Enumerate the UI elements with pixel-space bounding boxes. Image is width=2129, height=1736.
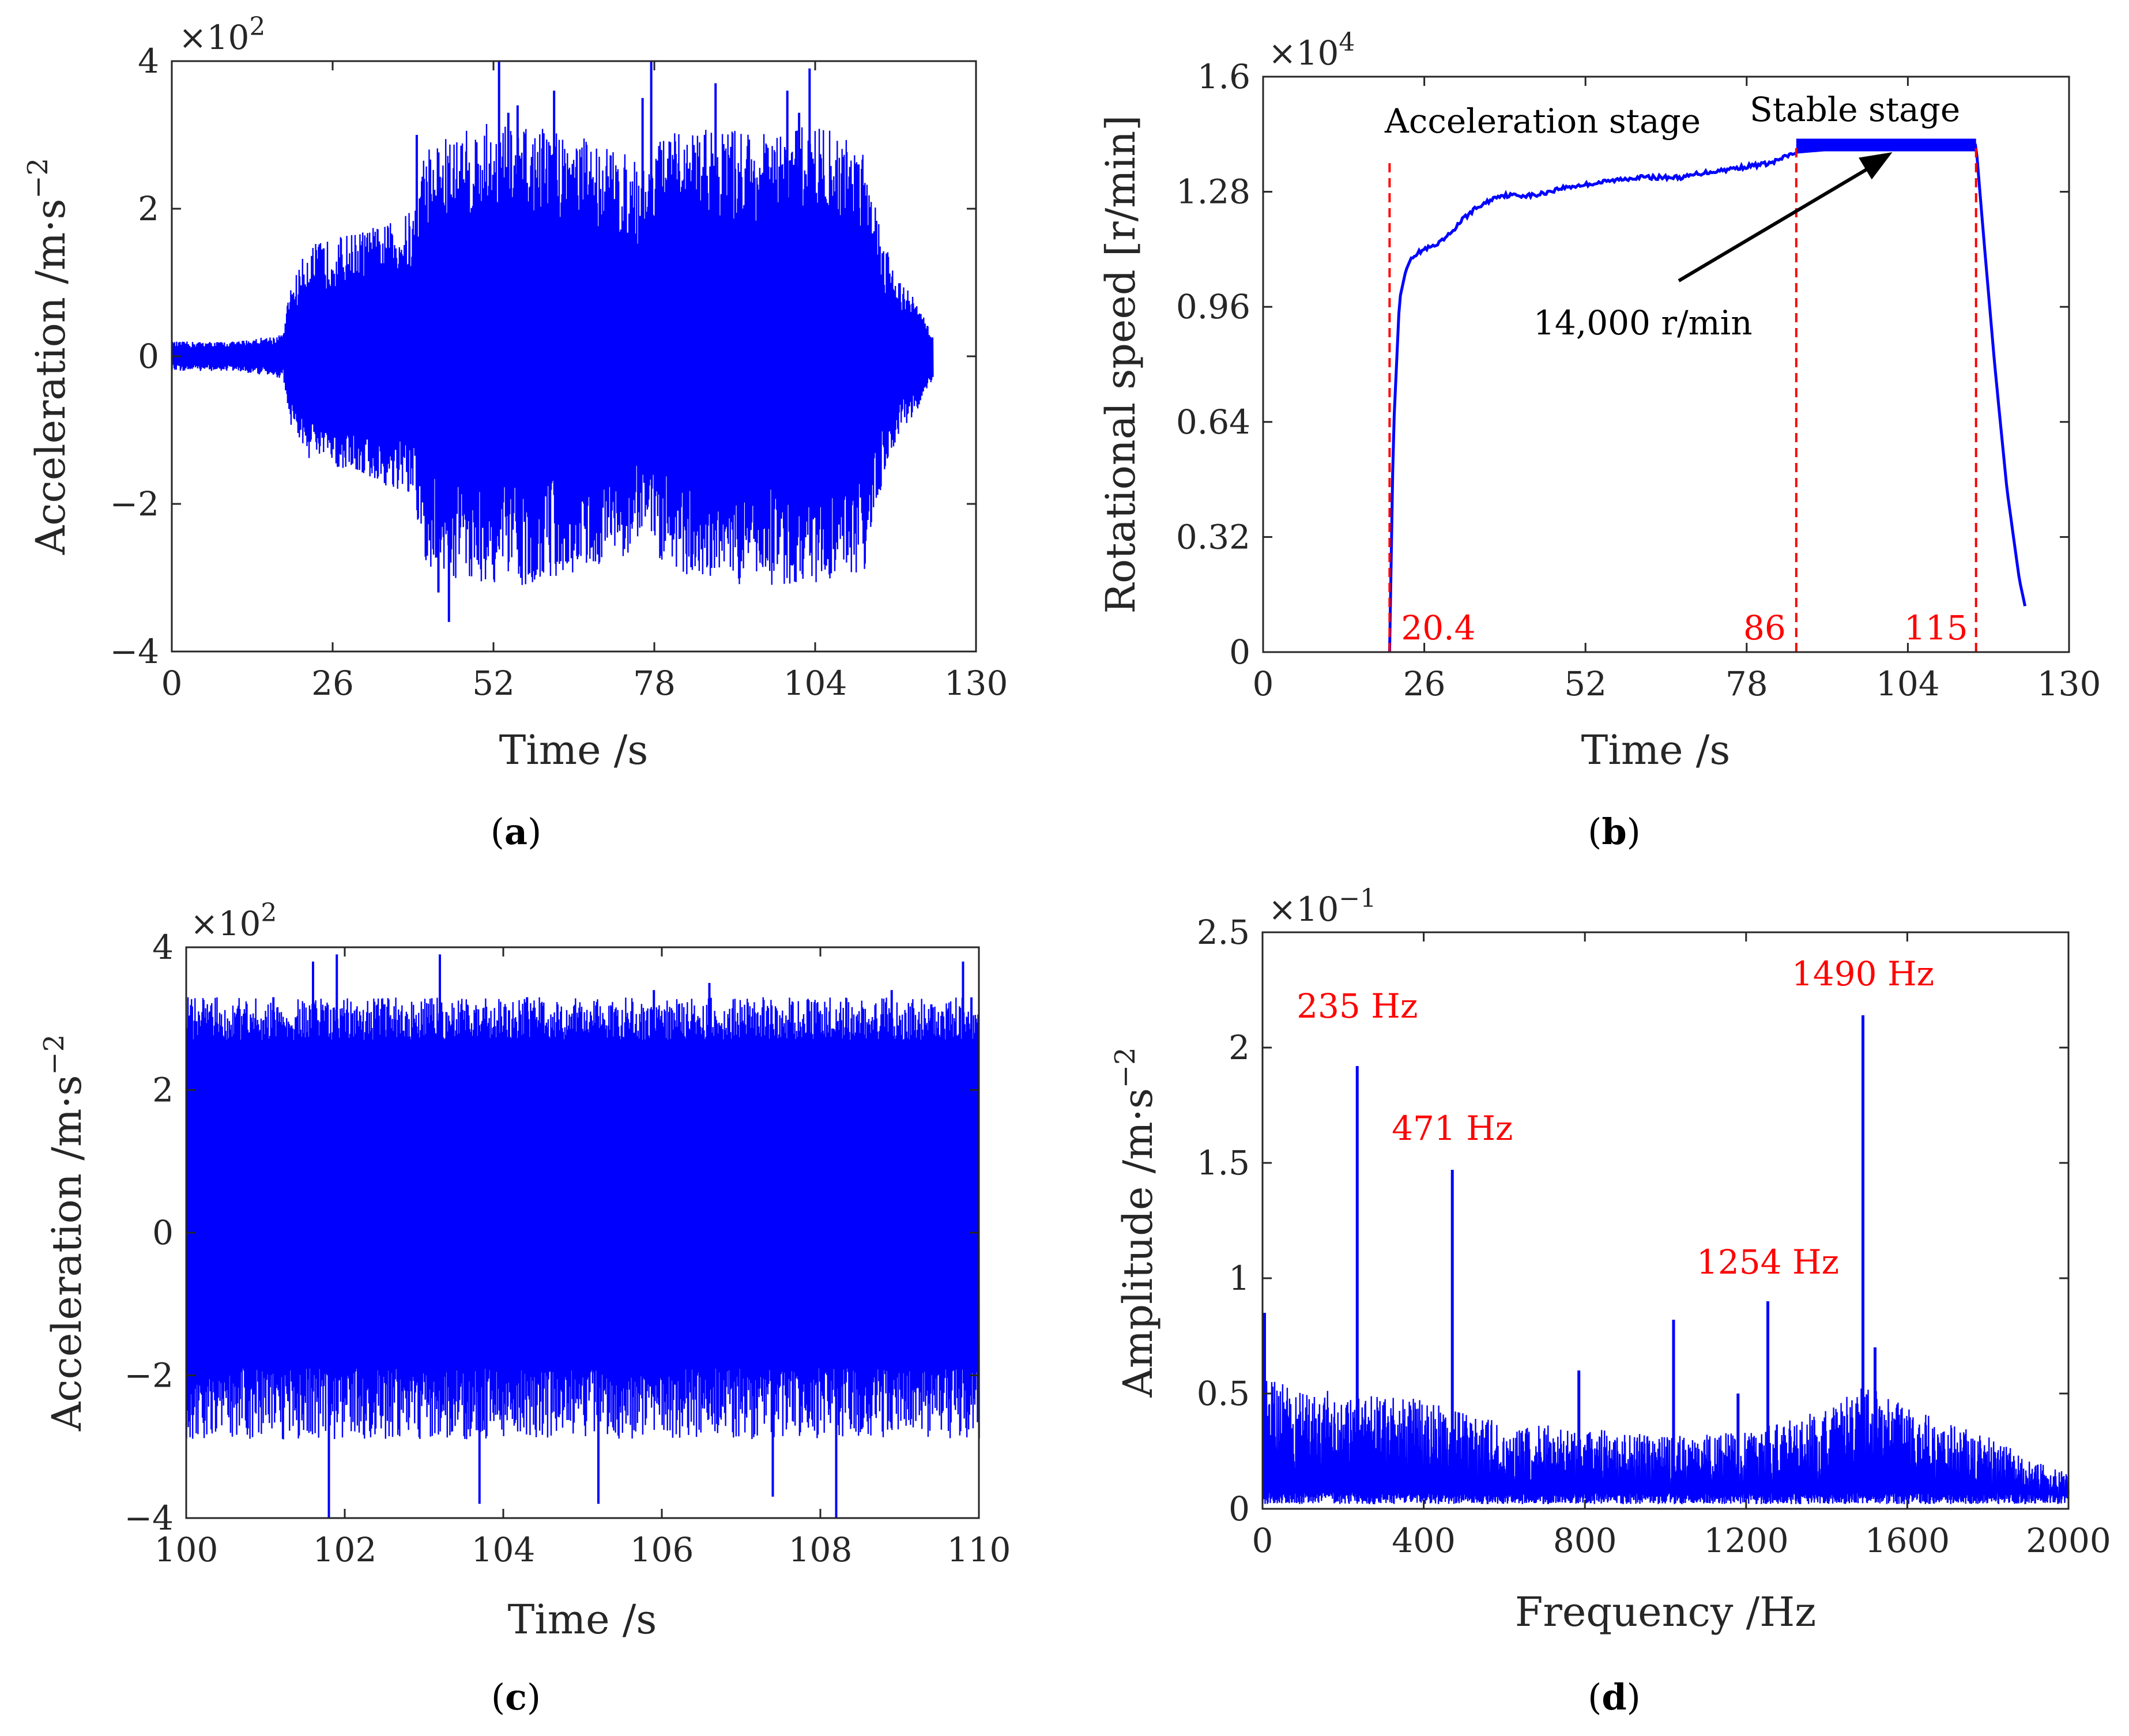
panel-c: 100 102 104 106 108 110 −4 −2 0 2 4 Time /s Accele… — [38, 898, 1011, 1718]
panel-d-ylabel: Amplitude /m·s−2 — [1109, 1047, 1162, 1398]
panel-d-xtick-label: 800 — [1553, 1521, 1617, 1560]
panel-c-plot — [185, 954, 980, 1518]
panel-b-frame — [1262, 76, 2070, 653]
panel-d-ticks: 0 400 800 1200 1600 2000 0 0.5 1 1.5 2 2.5 — [1197, 913, 2111, 1560]
panel-c-xtick-label: 110 — [947, 1530, 1011, 1569]
marker-label-20.4: 20.4 — [1401, 608, 1475, 647]
panel-a-xtick-label: 130 — [944, 664, 1008, 703]
panel-b-label: (b) — [1588, 811, 1641, 853]
panel-d-multiplier: ×10−1 — [1268, 884, 1376, 929]
panel-d-xlabel: Frequency /Hz — [1515, 1588, 1816, 1636]
panel-b-ytick-label: 0.96 — [1176, 287, 1250, 326]
panel-b-xtick-label: 78 — [1725, 664, 1768, 703]
panel-c-ytick-label: 2 — [152, 1071, 174, 1110]
panel-c-label: (c) — [491, 1676, 541, 1718]
panel-d-spectrum-line — [1261, 1381, 2070, 1505]
panel-b-xtick-label: 104 — [1876, 664, 1940, 703]
panel-c-ytick-label: 4 — [152, 928, 174, 967]
panel-b-ytick-label: 0.64 — [1176, 402, 1250, 442]
panel-d-xtick-label: 400 — [1392, 1521, 1456, 1560]
panel-d-plot: 235 Hz 471 Hz 1254 Hz 1490 Hz — [1261, 954, 2070, 1505]
panel-b-xtick-label: 130 — [2037, 664, 2101, 703]
panel-a-ytick-label: 2 — [138, 189, 159, 228]
panel-d-xtick-label: 1200 — [1704, 1521, 1789, 1560]
panel-b-plot: 20.4 86 115 — [1388, 138, 2027, 653]
panel-a-multiplier: ×102 — [179, 12, 265, 57]
speed-arrow-shaft — [1678, 162, 1878, 283]
panel-b: 20.4 86 115 0 26 52 78 104 130 0 0.32 0.64 0.96 1.28… — [1097, 28, 2101, 853]
panel-d-xtick-label: 1600 — [1865, 1521, 1950, 1560]
peak-label-1490: 1490 Hz — [1792, 954, 1934, 993]
panel-d-xtick-label: 2000 — [2026, 1521, 2111, 1560]
panel-a-ytick-label: 4 — [138, 42, 159, 81]
panel-d-ytick-label: 0 — [1229, 1489, 1250, 1528]
peak-label-235: 235 Hz — [1297, 986, 1418, 1026]
panel-b-multiplier: ×104 — [1268, 28, 1355, 73]
panel-d: 235 Hz 471 Hz 1254 Hz 1490 Hz 0 400 800 1200 16… — [1109, 884, 2111, 1718]
panel-d-ytick-label: 2 — [1229, 1028, 1250, 1067]
panel-a-ytick-label: −4 — [110, 632, 160, 671]
panel-a-ytick-label: −2 — [110, 484, 160, 524]
panel-b-ylabel: Rotational speed [r/min] — [1097, 115, 1144, 614]
panel-a-ticks: 0 26 52 78 104 130 −4 −2 0 2 4 — [110, 42, 1008, 703]
panel-a-ytick-label: 0 — [138, 337, 159, 376]
panel-b-ytick-label: 1.6 — [1197, 57, 1250, 96]
panel-c-xlabel: Time /s — [508, 1596, 657, 1643]
panel-a-xtick-label: 104 — [783, 664, 847, 703]
panel-d-xtick-label: 0 — [1252, 1521, 1273, 1560]
panel-a-xtick-label: 26 — [311, 664, 354, 703]
speed-arrow-head — [1859, 152, 1893, 180]
panel-c-ytick-label: 0 — [152, 1213, 174, 1252]
panel-b-ticks: 0 26 52 78 104 130 0 0.32 0.64 0.96 1.28 1.6 — [1176, 57, 2101, 703]
panel-d-frame — [1261, 931, 2070, 1510]
panel-b-xlabel: Time /s — [1581, 726, 1731, 774]
panel-a-plot — [171, 61, 934, 622]
panel-a-xtick-label: 78 — [633, 664, 676, 703]
panel-a-ylabel: Acceleration /m·s−2 — [22, 158, 74, 555]
panel-b-ytick-label: 0 — [1229, 632, 1250, 672]
panel-b-xtick-label: 26 — [1403, 664, 1446, 703]
panel-a: 0 26 52 78 104 130 −4 −2 0 2 4 Time /s Acceleratio… — [22, 12, 1008, 853]
panel-b-xtick-label: 0 — [1253, 664, 1274, 703]
panel-c-ytick-label: −4 — [125, 1498, 174, 1538]
panel-c-multiplier: ×102 — [190, 898, 277, 943]
peak-label-1254: 1254 Hz — [1697, 1242, 1839, 1282]
panel-a-signal-line — [171, 123, 934, 585]
panel-c-xtick-label: 106 — [630, 1530, 694, 1569]
acceleration-stage-label: Acceleration stage — [1384, 101, 1701, 141]
panel-c-xtick-label: 102 — [313, 1530, 377, 1569]
panel-a-xlabel: Time /s — [499, 726, 649, 774]
panel-c-xtick-label: 104 — [472, 1530, 536, 1569]
panel-b-xtick-label: 52 — [1564, 664, 1607, 703]
panel-b-ytick-label: 1.28 — [1176, 172, 1250, 212]
panel-c-ticks: 100 102 104 106 108 110 −4 −2 0 2 4 — [125, 928, 1011, 1569]
panel-a-label: (a) — [491, 811, 542, 853]
stable-stage-label: Stable stage — [1750, 90, 1960, 129]
peak-label-471: 471 Hz — [1392, 1109, 1513, 1148]
panel-b-speed-line — [1388, 144, 2027, 653]
speed-annotation: 14,000 r/min — [1533, 303, 1753, 342]
panel-c-xtick-label: 100 — [155, 1530, 218, 1569]
marker-label-86: 86 — [1743, 608, 1786, 647]
panel-c-ytick-label: −2 — [125, 1356, 174, 1395]
panel-a-xtick-label: 0 — [161, 664, 183, 703]
panel-d-ytick-label: 0.5 — [1197, 1374, 1250, 1413]
panel-d-ytick-label: 2.5 — [1197, 913, 1250, 952]
panel-c-xtick-label: 108 — [789, 1530, 853, 1569]
marker-label-115: 115 — [1904, 608, 1968, 647]
panel-b-ytick-label: 0.32 — [1176, 517, 1250, 556]
panel-d-ytick-label: 1 — [1229, 1259, 1250, 1298]
panel-c-ylabel: Acceleration /m·s−2 — [38, 1034, 91, 1432]
panel-c-signal-line — [185, 997, 980, 1440]
panel-d-ytick-label: 1.5 — [1197, 1143, 1250, 1183]
panel-a-xtick-label: 52 — [472, 664, 515, 703]
panel-d-label: (d) — [1588, 1676, 1641, 1718]
